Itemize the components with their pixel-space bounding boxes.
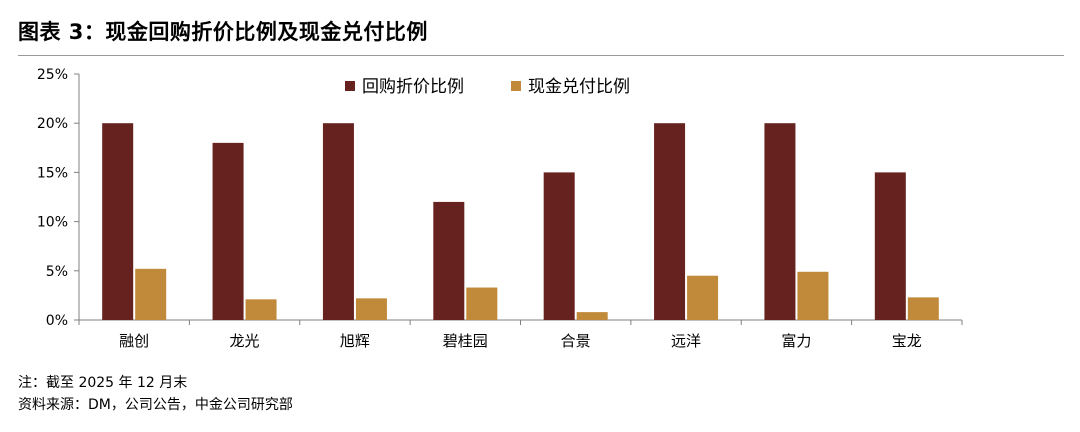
bar-buyback-discount xyxy=(322,123,354,320)
bar-buyback-discount xyxy=(102,123,134,320)
bar-cash-payment xyxy=(245,299,277,320)
legend-swatch xyxy=(345,81,355,91)
bar-chart: 0% 5% 10% 15% 20% 25% 融创 龙光 旭辉 碧桂园 合景 远洋 富力 宝龙 回购折价比例 现… xyxy=(37,67,963,350)
bar-buyback-discount xyxy=(212,142,244,320)
legend-label: 回购折价比例 xyxy=(362,77,464,97)
legend-swatch xyxy=(511,81,521,91)
source-note: 资料来源：DM，公司公告，中金公司研究部 xyxy=(18,397,293,413)
bar-cash-payment xyxy=(355,298,387,320)
bar-buyback-discount xyxy=(764,123,796,320)
x-tick-label: 远洋 xyxy=(671,332,701,350)
bar-cash-payment xyxy=(135,268,167,320)
x-tick-label: 富力 xyxy=(781,332,811,350)
x-tick-label: 融创 xyxy=(119,332,149,350)
bar-buyback-discount xyxy=(874,172,906,320)
x-tick-label: 合景 xyxy=(561,332,591,350)
bar-cash-payment xyxy=(687,275,719,320)
y-tick-label: 15% xyxy=(37,165,68,181)
y-tick-label: 10% xyxy=(37,215,68,231)
bar-buyback-discount xyxy=(433,201,465,320)
x-tick-label: 宝龙 xyxy=(892,332,922,350)
y-tick-label: 25% xyxy=(37,67,68,83)
y-tick-label: 0% xyxy=(46,313,68,329)
x-tick-label: 旭辉 xyxy=(340,332,370,350)
footnote: 注：截至 2025 年 12 月末 xyxy=(18,375,188,391)
y-tick-label: 20% xyxy=(37,116,68,132)
legend-label: 现金兑付比例 xyxy=(528,77,630,97)
y-tick-label: 5% xyxy=(46,264,68,280)
bar-buyback-discount xyxy=(543,172,575,320)
x-tick-label: 龙光 xyxy=(230,332,260,350)
bar-cash-payment xyxy=(576,312,608,320)
bar-cash-payment xyxy=(466,287,498,320)
page-title: 图表 3：现金回购折价比例及现金兑付比例 xyxy=(18,20,428,44)
bar-cash-payment xyxy=(797,271,829,320)
title-divider xyxy=(18,55,1064,56)
bar-buyback-discount xyxy=(654,123,686,320)
bar-cash-payment xyxy=(907,297,939,320)
x-tick-label: 碧桂园 xyxy=(443,332,488,350)
